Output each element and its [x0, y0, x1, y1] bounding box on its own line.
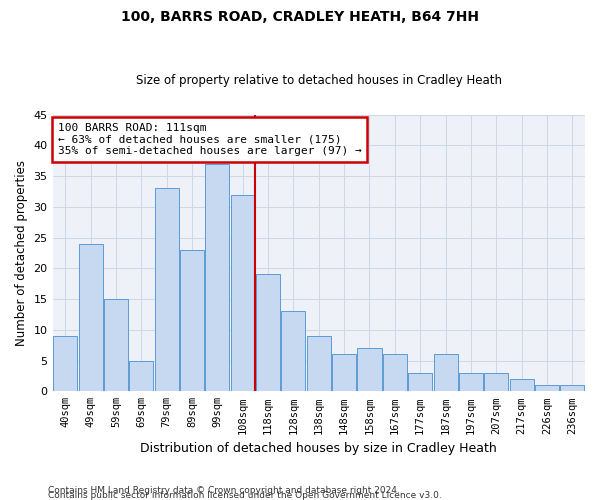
Text: 100 BARRS ROAD: 111sqm
← 63% of detached houses are smaller (175)
35% of semi-de: 100 BARRS ROAD: 111sqm ← 63% of detached…	[58, 123, 362, 156]
Bar	[205, 164, 229, 392]
Bar	[459, 373, 483, 392]
Bar	[104, 299, 128, 392]
Title: Size of property relative to detached houses in Cradley Heath: Size of property relative to detached ho…	[136, 74, 502, 87]
Bar	[53, 336, 77, 392]
Bar	[79, 244, 103, 392]
Bar	[560, 385, 584, 392]
Bar	[383, 354, 407, 392]
Bar	[358, 348, 382, 392]
Bar	[230, 194, 255, 392]
Bar	[129, 360, 154, 392]
Text: Contains HM Land Registry data © Crown copyright and database right 2024.: Contains HM Land Registry data © Crown c…	[48, 486, 400, 495]
Bar	[484, 373, 508, 392]
Text: 100, BARRS ROAD, CRADLEY HEATH, B64 7HH: 100, BARRS ROAD, CRADLEY HEATH, B64 7HH	[121, 10, 479, 24]
Y-axis label: Number of detached properties: Number of detached properties	[15, 160, 28, 346]
Text: Contains public sector information licensed under the Open Government Licence v3: Contains public sector information licen…	[48, 490, 442, 500]
Bar	[180, 250, 204, 392]
Bar	[535, 385, 559, 392]
Bar	[155, 188, 179, 392]
Bar	[256, 274, 280, 392]
X-axis label: Distribution of detached houses by size in Cradley Heath: Distribution of detached houses by size …	[140, 442, 497, 455]
Bar	[307, 336, 331, 392]
Bar	[332, 354, 356, 392]
Bar	[281, 312, 305, 392]
Bar	[434, 354, 458, 392]
Bar	[509, 379, 533, 392]
Bar	[408, 373, 432, 392]
